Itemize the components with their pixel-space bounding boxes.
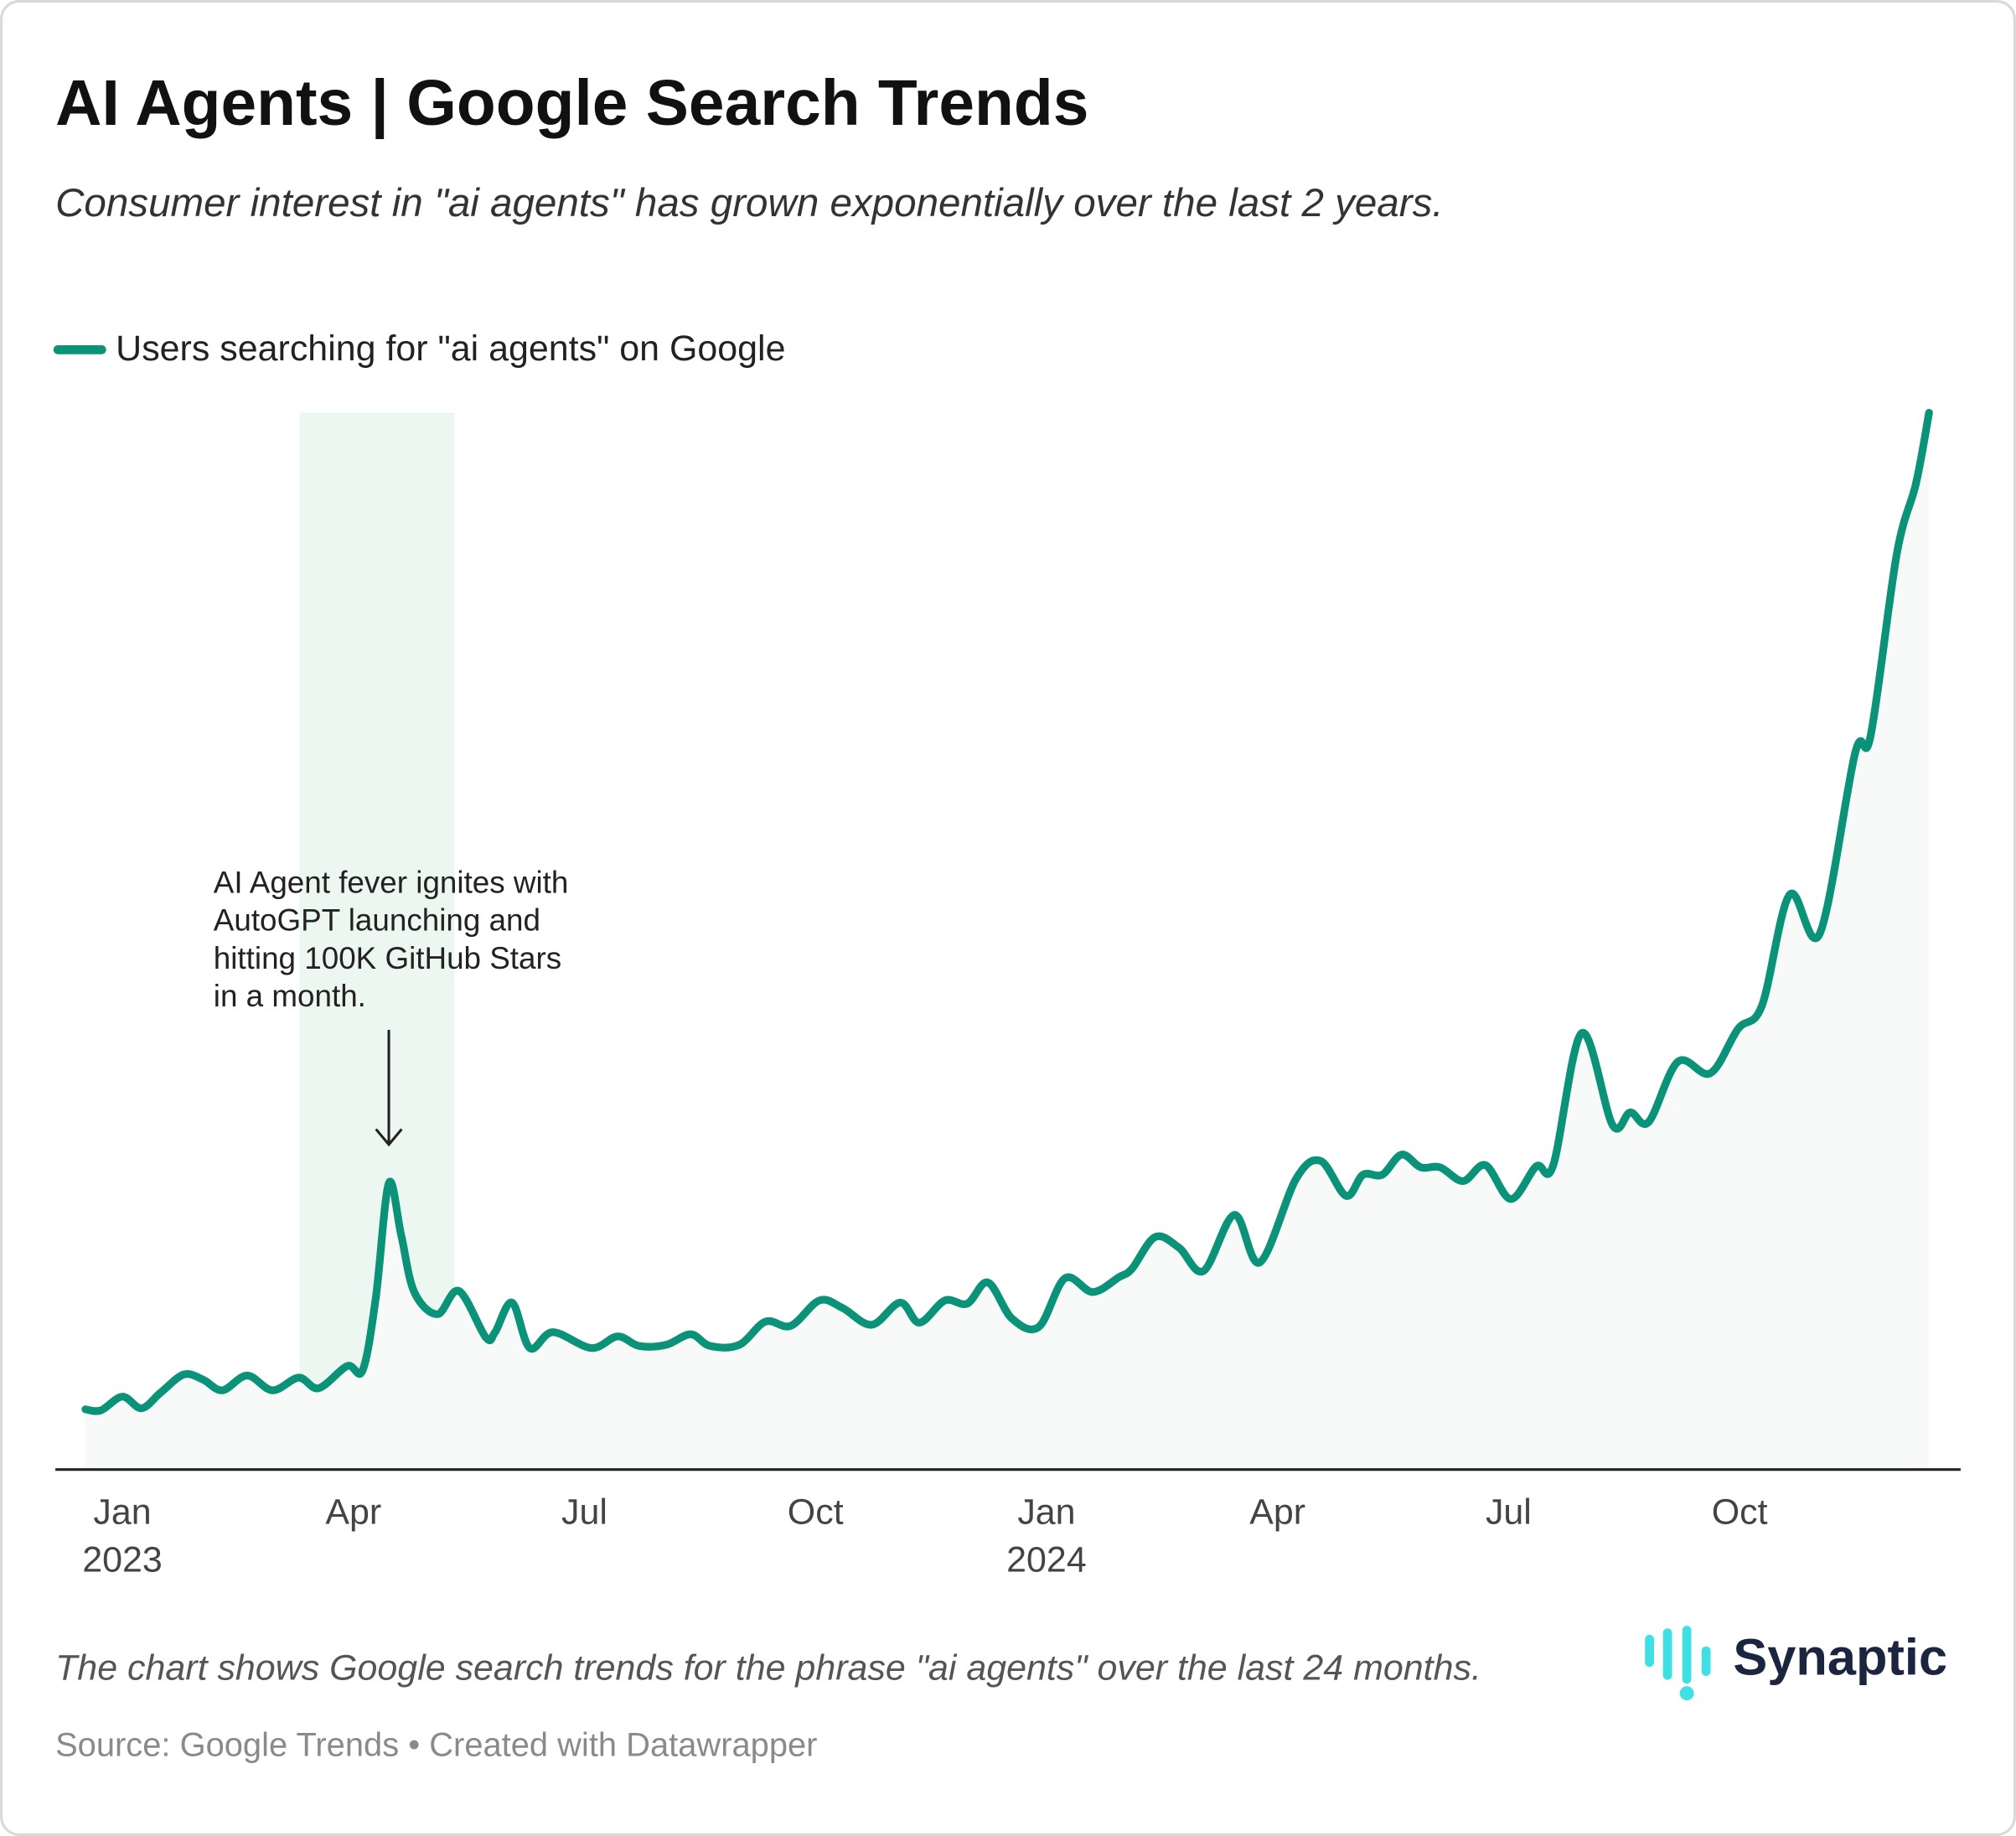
- line: [81, 408, 1933, 1415]
- annotation-text: hitting 100K GitHub Stars: [214, 941, 561, 975]
- x-tick-label: Apr: [325, 1492, 381, 1533]
- x-tick-label: Oct: [1712, 1492, 1768, 1533]
- x-tick-year: 2024: [1006, 1540, 1087, 1580]
- annotation-text: AutoGPT launching and: [214, 903, 540, 938]
- area: [85, 412, 1930, 1470]
- annotation-text: AI Agent fever ignites with: [214, 865, 569, 899]
- logo: [1645, 1626, 1711, 1701]
- x-tick-year: 2023: [82, 1540, 163, 1580]
- x-tick-label: Jan: [93, 1492, 151, 1533]
- annotation-text: in a month.: [214, 979, 366, 1013]
- source: Source: Google Trends • Created with Dat…: [55, 1727, 817, 1764]
- chart-title: AI Agents | Google Search Trends: [55, 68, 1088, 140]
- x-tick-label: Jul: [561, 1492, 607, 1533]
- legend-label: Users searching for "ai agents" on Googl…: [116, 328, 785, 369]
- subtitle: Consumer interest in "ai agents" has gro…: [55, 181, 1444, 225]
- x-tick-label: Oct: [788, 1492, 844, 1533]
- footnote: The chart shows Google search trends for…: [55, 1647, 1481, 1688]
- x-tick-label: Jan: [1017, 1492, 1075, 1533]
- annotation-arrow: [375, 1029, 403, 1147]
- brand: Synaptic: [1733, 1629, 1947, 1687]
- x-tick-label: Jul: [1486, 1492, 1532, 1533]
- x-tick-label: Apr: [1249, 1492, 1305, 1533]
